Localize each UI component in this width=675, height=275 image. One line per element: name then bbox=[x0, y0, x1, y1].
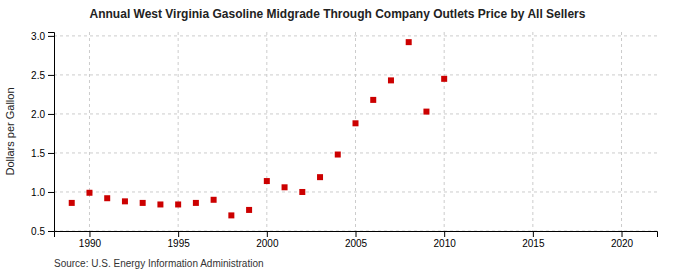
point bbox=[122, 198, 128, 204]
x-tick-mark bbox=[267, 231, 268, 237]
y-tick: 3.0 bbox=[31, 31, 54, 42]
x-tick-label: 2020 bbox=[611, 238, 634, 249]
y-tick: 2.0 bbox=[31, 109, 54, 120]
grid-line-x bbox=[89, 32, 90, 231]
y-tick-label: 1.5 bbox=[31, 148, 45, 159]
y-tick: 2.5 bbox=[31, 70, 54, 81]
y-tick-mark bbox=[48, 231, 54, 232]
point bbox=[353, 120, 359, 126]
x-tick: 2005 bbox=[345, 231, 368, 249]
grid-line-y bbox=[54, 152, 657, 153]
y-axis-title: Dollars per Gallon bbox=[4, 87, 16, 175]
point bbox=[406, 39, 412, 45]
y-tick-mark bbox=[48, 114, 54, 115]
x-tick-mark bbox=[444, 231, 445, 237]
point bbox=[86, 190, 92, 196]
chart: 1990 1995 2000 2005 2010 2015 2020 0.5 1.0 1.5 2.0… bbox=[0, 0, 675, 275]
plot-area: 1990 1995 2000 2005 2010 2015 2020 0.5 1.0 1.5 2.0… bbox=[31, 31, 657, 249]
grid-line-y bbox=[54, 35, 657, 36]
point bbox=[211, 197, 217, 203]
x-tick: 2020 bbox=[611, 231, 634, 249]
x-tick-mark bbox=[356, 231, 357, 237]
grid-line-x bbox=[355, 32, 356, 231]
x-tick: 2015 bbox=[522, 231, 545, 249]
point bbox=[317, 174, 323, 180]
points bbox=[69, 39, 447, 218]
x-tick: 1990 bbox=[79, 231, 102, 249]
grid-line-y bbox=[54, 113, 657, 114]
grid-line-x bbox=[444, 32, 445, 231]
x-tick-label: 1990 bbox=[79, 238, 102, 249]
y-tick-mark bbox=[48, 36, 54, 37]
y-tick: 1.0 bbox=[31, 187, 54, 198]
point bbox=[423, 109, 429, 115]
y-tick-mark bbox=[48, 75, 54, 76]
point bbox=[370, 97, 376, 103]
grid-line-x bbox=[266, 32, 267, 231]
grid-line-x bbox=[532, 32, 533, 231]
y-axis-line bbox=[48, 33, 55, 232]
point bbox=[282, 184, 288, 190]
point bbox=[246, 207, 252, 213]
x-tick: 2010 bbox=[434, 231, 457, 249]
grid bbox=[54, 32, 657, 231]
point bbox=[104, 195, 110, 201]
x-tick: 2000 bbox=[256, 231, 279, 249]
grid-line-y bbox=[54, 74, 657, 75]
y-tick-label: 1.0 bbox=[31, 187, 45, 198]
x-tick-mark bbox=[622, 231, 623, 237]
y-tick-label: 0.5 bbox=[31, 226, 45, 237]
x-tick: 1995 bbox=[168, 231, 191, 249]
grid-line-x bbox=[621, 32, 622, 231]
point bbox=[69, 200, 75, 206]
point bbox=[335, 152, 341, 158]
point bbox=[228, 212, 234, 218]
point bbox=[299, 189, 305, 195]
x-tick-mark bbox=[178, 231, 179, 237]
y-tick: 1.5 bbox=[31, 148, 54, 159]
y-tick-label: 2.5 bbox=[31, 70, 45, 81]
x-axis: 1990 1995 2000 2005 2010 2015 2020 bbox=[55, 231, 658, 249]
point bbox=[441, 76, 447, 82]
y-tick-mark bbox=[48, 192, 54, 193]
x-tick-mark bbox=[533, 231, 534, 237]
y-tick-label: 3.0 bbox=[31, 31, 45, 42]
annotation: Source: U.S. Energy Information Administ… bbox=[54, 258, 264, 269]
point bbox=[140, 200, 146, 206]
x-tick-label: 2010 bbox=[434, 238, 457, 249]
y-tick-label: 2.0 bbox=[31, 109, 45, 120]
point bbox=[264, 178, 270, 184]
title: Annual West Virginia Gasoline Midgrade T… bbox=[90, 7, 586, 21]
point bbox=[388, 77, 394, 83]
x-tick-label: 2000 bbox=[256, 238, 279, 249]
y-tick-mark bbox=[48, 153, 54, 154]
x-tick-label: 1995 bbox=[168, 238, 191, 249]
y-tick: 0.5 bbox=[31, 226, 54, 237]
grid-line-y bbox=[54, 191, 657, 192]
x-tick-mark bbox=[89, 231, 90, 237]
point bbox=[193, 200, 199, 206]
grid-line-x bbox=[178, 32, 179, 231]
x-tick-label: 2005 bbox=[345, 238, 368, 249]
point bbox=[175, 201, 181, 207]
x-axis-line bbox=[55, 232, 658, 238]
y-axis: 0.5 1.0 1.5 2.0 2.5 3.0 bbox=[31, 31, 54, 237]
x-tick-label: 2015 bbox=[522, 238, 545, 249]
point bbox=[157, 201, 163, 207]
